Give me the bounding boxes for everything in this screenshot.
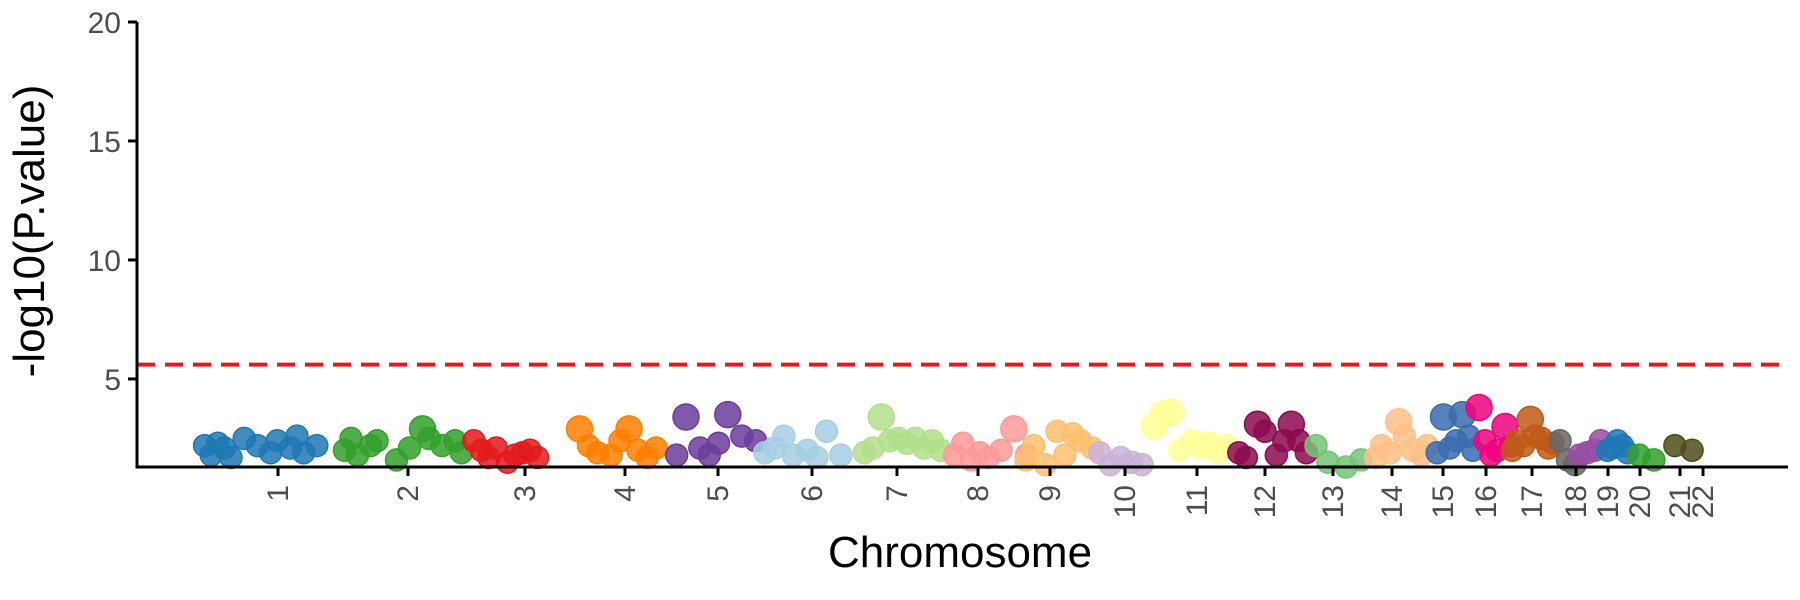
x-tick-label-chr17: 17 (1516, 485, 1549, 518)
x-tick-label-chr6: 6 (796, 485, 829, 502)
data-point-chr12-3 (1253, 419, 1277, 444)
data-point-chr9-1 (1021, 433, 1046, 458)
x-tick-label-chr18: 18 (1560, 485, 1593, 518)
x-tick-label-chr5: 5 (702, 485, 735, 502)
data-point-chr5-0 (664, 443, 689, 467)
x-axis-title: Chromosome (828, 528, 1092, 577)
x-tick-label-chr11: 11 (1181, 485, 1214, 516)
data-point-chr6-5 (805, 445, 829, 470)
x-tick-label-chr21: 21 (1664, 485, 1697, 518)
points-layer (192, 393, 1704, 479)
data-point-chr4-5 (615, 415, 643, 443)
data-point-chr21-1 (1642, 448, 1666, 472)
data-point-chr1-12 (305, 433, 329, 458)
x-tick-label-chr20: 20 (1624, 485, 1657, 518)
data-point-chr5-5 (714, 400, 742, 429)
data-point-chr4-8 (644, 436, 668, 460)
y-tick-label-10: 10 (88, 245, 121, 278)
x-tick-label-chr7: 7 (881, 485, 914, 502)
y-tick-label-15: 15 (88, 126, 121, 159)
x-tick-label-chr9: 9 (1034, 485, 1067, 502)
data-point-chr1-4 (219, 445, 243, 470)
data-point-chr5-4 (706, 431, 731, 455)
data-point-chr9-2 (1033, 452, 1058, 477)
y-axis-title: -log10(P.value) (5, 85, 54, 378)
data-point-chr3-8 (525, 445, 550, 470)
x-tick-label-chr16: 16 (1470, 485, 1503, 518)
x-tick-label-chr14: 14 (1376, 485, 1409, 518)
x-tick-label-chr2: 2 (392, 485, 425, 502)
data-point-chr6-7 (829, 443, 853, 467)
data-point-chr6-2 (772, 424, 796, 448)
x-tick-label-chr19: 19 (1592, 485, 1625, 518)
x-tick-label-chr15: 15 (1427, 485, 1460, 518)
data-point-chr16-0 (1465, 393, 1493, 422)
data-point-chr2-6 (397, 436, 422, 460)
y-tick-label-20: 20 (88, 7, 121, 40)
data-point-chr10-4 (1130, 452, 1154, 477)
data-point-chr2-4 (365, 429, 389, 453)
data-point-chr11-2 (1157, 398, 1186, 427)
data-point-chr8-5 (989, 438, 1013, 463)
data-point-chr7-2 (867, 403, 896, 431)
data-point-chr8-6 (1000, 415, 1028, 443)
x-tick-label-chr13: 13 (1317, 485, 1350, 518)
data-point-chr6-6 (814, 419, 839, 444)
data-point-chr22-1 (1680, 438, 1704, 463)
data-point-chr14-2 (1378, 440, 1402, 465)
x-tick-label-chr10: 10 (1109, 485, 1142, 518)
data-point-chr5-1 (672, 403, 700, 431)
x-tick-label-chr4: 4 (609, 485, 642, 502)
y-tick-label-5: 5 (104, 364, 121, 397)
x-tick-label-chr12: 12 (1249, 485, 1282, 518)
data-point-chr12-1 (1234, 445, 1259, 470)
data-point-chr13-0 (1304, 433, 1328, 458)
x-tick-label-chr8: 8 (962, 485, 995, 502)
x-tick-label-chr22: 22 (1687, 485, 1720, 518)
x-tick-label-chr3: 3 (509, 485, 542, 502)
x-tick-label-chr1: 1 (262, 485, 295, 502)
